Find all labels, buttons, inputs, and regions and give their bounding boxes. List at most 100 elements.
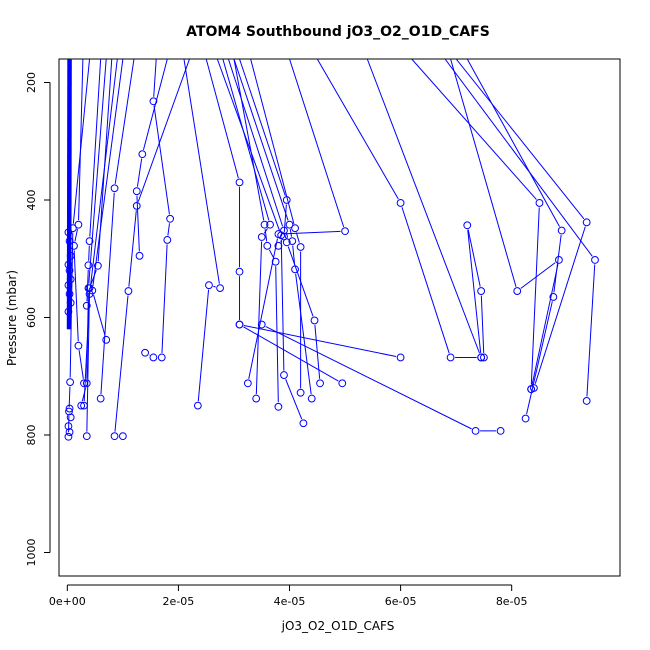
series-segment: [161, 244, 168, 353]
data-point: [65, 266, 74, 275]
series-segment: [205, 59, 239, 179]
series-segment: [83, 298, 90, 402]
data-point: [82, 379, 91, 388]
series-segment: [68, 386, 71, 408]
data-point: [310, 316, 319, 325]
series-segment: [401, 207, 450, 354]
data-point: [271, 257, 280, 266]
series-segment: [268, 249, 274, 258]
data-point: [557, 226, 566, 235]
plot-frame: [58, 58, 621, 577]
series-segment: [197, 289, 210, 402]
data-point: [446, 353, 455, 362]
data-point: [84, 284, 93, 293]
data-point: [64, 281, 73, 290]
data-point: [274, 230, 283, 238]
data-point: [149, 97, 158, 106]
series-segment: [114, 295, 129, 432]
data-point: [65, 407, 73, 416]
data-point: [266, 220, 274, 229]
x-tick-label: 6e-05: [385, 595, 417, 608]
series-segment: [243, 326, 339, 382]
data-point: [463, 221, 472, 230]
series-segment: [183, 59, 220, 284]
data-point: [65, 290, 74, 298]
data-point: [157, 353, 166, 362]
data-point: [252, 394, 261, 403]
series-segment: [411, 59, 537, 200]
series-segment: [167, 223, 170, 236]
data-point: [591, 256, 599, 264]
data-point: [66, 378, 75, 387]
series-segment: [78, 350, 84, 379]
data-point: [235, 178, 244, 187]
series-segment: [100, 192, 115, 395]
data-point: [263, 241, 272, 250]
data-point: [132, 201, 141, 210]
x-tick-label: 2e-05: [163, 595, 195, 608]
series-segment: [68, 59, 71, 330]
data-point: [235, 267, 244, 276]
data-point: [166, 214, 174, 223]
series-segment: [89, 59, 102, 237]
data-point: [85, 237, 94, 246]
data-point: [205, 281, 213, 290]
series-segment: [295, 273, 312, 395]
data-point: [582, 397, 591, 405]
series-segment: [222, 59, 270, 221]
series-segment: [213, 285, 216, 288]
data-point: [288, 237, 297, 246]
y-axis: 200 400 600 800 1000: [25, 72, 51, 567]
series-segment: [66, 59, 69, 330]
data-point: [513, 287, 522, 295]
series-segment: [88, 59, 107, 284]
series-segment: [153, 59, 157, 97]
series-segment: [227, 59, 284, 227]
data-point: [282, 238, 291, 247]
data-point: [285, 220, 294, 229]
series-segment: [444, 59, 593, 257]
series-segment: [263, 228, 268, 234]
data-point: [65, 237, 74, 246]
series-segment: [467, 229, 482, 354]
series-segment: [265, 326, 472, 430]
series-segment: [284, 234, 287, 239]
data-point: [65, 428, 74, 436]
data-point: [84, 261, 93, 270]
series-segment: [264, 229, 268, 242]
data-point: [64, 228, 73, 237]
data-point: [163, 236, 172, 244]
data-point: [243, 379, 252, 388]
near-zero-profile-band: [64, 59, 75, 436]
data-point: [135, 251, 144, 260]
x-axis: 0e+00 2e-05 4e-05 6e-05 8e-05: [49, 584, 528, 608]
series-segment: [78, 59, 84, 221]
y-tick-label: 400: [25, 190, 38, 211]
series-segment: [81, 387, 87, 402]
data-point: [280, 371, 288, 379]
data-point: [341, 227, 349, 236]
data-point: [535, 199, 544, 207]
series-segment: [289, 59, 345, 228]
data-point: [64, 260, 73, 269]
data-point: [496, 426, 505, 435]
series-segment: [366, 59, 481, 354]
series-segment: [280, 239, 285, 371]
data-point: [64, 432, 73, 441]
y-tick-label: 200: [25, 72, 38, 93]
series-segment: [73, 250, 79, 342]
data-point: [521, 414, 530, 423]
data-point: [82, 301, 91, 310]
data-point: [257, 320, 266, 329]
data-point: [299, 419, 308, 428]
data-point: [66, 413, 75, 422]
data-point: [138, 150, 147, 159]
data-point: [477, 353, 486, 362]
chart-title: ATOM4 Southbound jO3_O2_O1D_CAFS: [186, 24, 490, 40]
data-point: [296, 388, 305, 397]
data-point: [149, 353, 158, 362]
data-point: [396, 199, 405, 207]
series-segment: [526, 301, 553, 415]
x-tick-label: 4e-05: [274, 595, 306, 608]
series-segment: [136, 195, 140, 252]
